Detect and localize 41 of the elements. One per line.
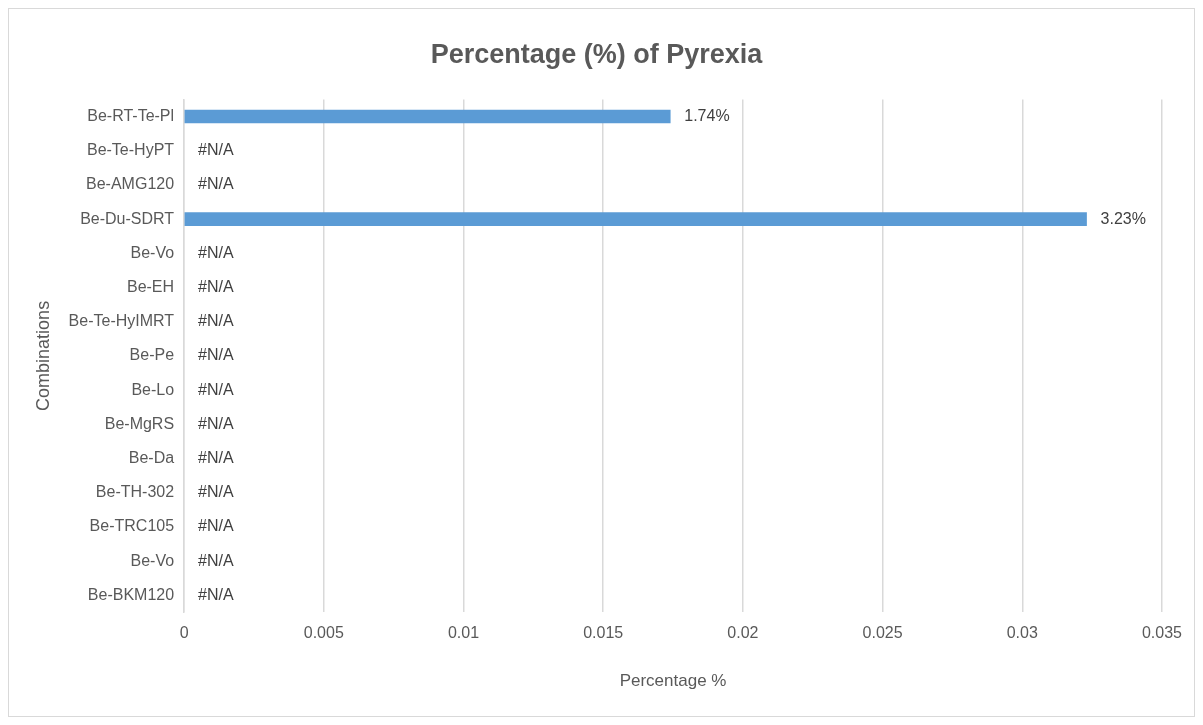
y-tick-label: Be-BKM120 bbox=[87, 585, 175, 603]
data-label: 1.74% bbox=[684, 106, 730, 124]
text: #N/A bbox=[198, 517, 234, 535]
y-tick-label: Be-Du-SDRT bbox=[80, 209, 175, 227]
text: #N/A bbox=[198, 483, 234, 501]
x-tick-label: 0 bbox=[179, 624, 189, 642]
text: #N/A bbox=[198, 585, 234, 603]
y-tick-label: Be-TRC105 bbox=[89, 517, 175, 535]
y-tick-label: Be-Da bbox=[128, 448, 175, 466]
y-tick-label: Be-Pe bbox=[129, 346, 175, 364]
y-tick-label: Be-Vo bbox=[130, 551, 175, 569]
text: #N/A bbox=[198, 243, 234, 261]
x-tick-label: 0.015 bbox=[583, 624, 624, 642]
text: #N/A bbox=[198, 277, 234, 295]
text: #N/A bbox=[198, 448, 234, 466]
y-tick-label: Be-Lo bbox=[131, 380, 175, 398]
x-tick-label: 0.02 bbox=[727, 624, 759, 642]
y-tick-label: Be-EH bbox=[126, 277, 175, 295]
x-tick-label: 0.005 bbox=[303, 624, 344, 642]
y-tick-label: Be-Te-HyIMRT bbox=[68, 312, 175, 330]
y-tick-label: Be-MgRS bbox=[104, 414, 175, 432]
text: #N/A bbox=[198, 551, 234, 569]
text: #N/A bbox=[198, 141, 234, 159]
y-tick-label: Be-Te-HyPT bbox=[86, 141, 175, 159]
y-tick-label: Be-AMG120 bbox=[86, 175, 175, 193]
y-axis-title: Combinations bbox=[32, 300, 53, 411]
x-tick-label: 0.035 bbox=[1141, 624, 1183, 642]
text: #N/A bbox=[198, 312, 234, 330]
y-tick-label: Be-TH-302 bbox=[95, 483, 175, 501]
y-tick-label: Be-Vo bbox=[130, 243, 175, 261]
data-label: 3.23% bbox=[1100, 209, 1146, 227]
text: #N/A bbox=[198, 414, 234, 432]
y-tick-label: Be-RT-Te-Pl bbox=[87, 106, 175, 124]
text: #N/A bbox=[198, 346, 234, 364]
x-tick-label: 0.03 bbox=[1006, 624, 1038, 642]
text: #N/A bbox=[198, 380, 234, 398]
x-tick-label: 0.025 bbox=[862, 624, 903, 642]
x-tick-label: 0.01 bbox=[447, 624, 480, 642]
text: #N/A bbox=[198, 175, 234, 193]
x-axis-title: Percentage % bbox=[619, 671, 727, 691]
chart-title: Percentage (%) of Pyrexia bbox=[430, 38, 764, 69]
